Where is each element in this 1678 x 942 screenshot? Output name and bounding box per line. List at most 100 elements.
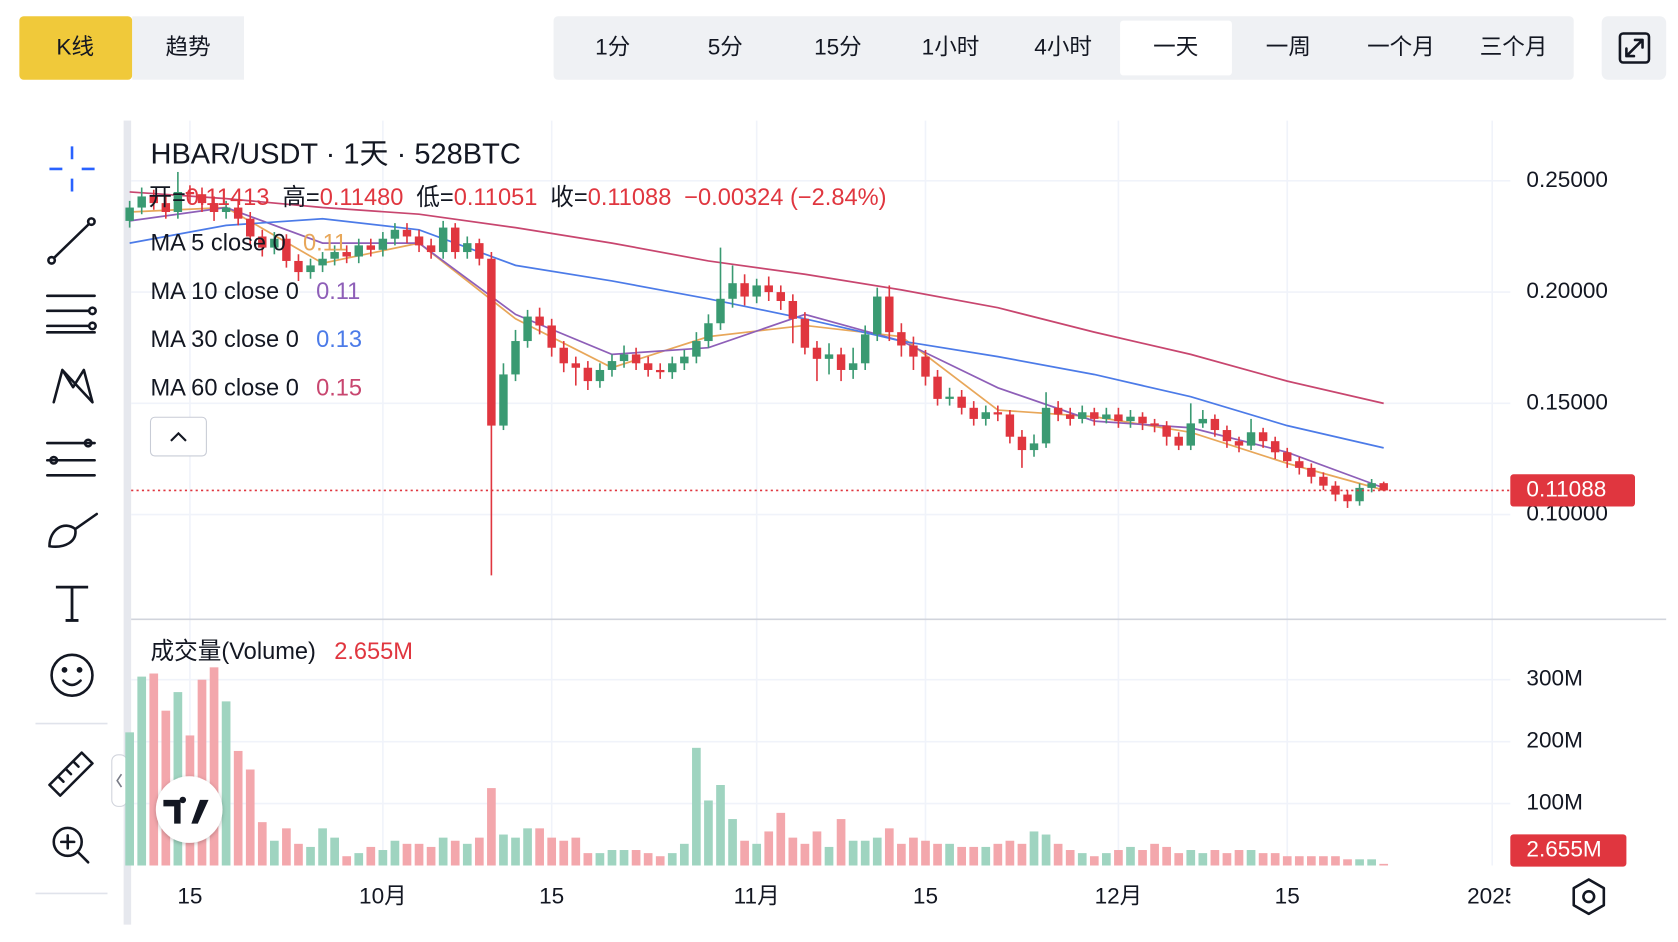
volume-bar bbox=[535, 828, 544, 866]
crosshair-tool[interactable] bbox=[49, 146, 95, 192]
mode-button[interactable] bbox=[132, 16, 245, 80]
fib-tool[interactable] bbox=[46, 294, 97, 334]
mode-button-active[interactable] bbox=[19, 16, 133, 80]
volume-bar bbox=[752, 843, 762, 866]
interval-label: 一个月 bbox=[1367, 35, 1435, 60]
volume-bar bbox=[716, 784, 725, 866]
candle-body bbox=[246, 218, 255, 237]
legend-entry: MA 10 close 0 bbox=[150, 279, 298, 305]
volume-bar bbox=[511, 837, 520, 866]
volume-bar bbox=[1270, 853, 1280, 866]
last-volume-label: 2.655M bbox=[1526, 836, 1601, 861]
volume-bar bbox=[354, 853, 364, 866]
volume-bar bbox=[1210, 850, 1220, 866]
pattern-tool[interactable] bbox=[52, 368, 94, 404]
candle-body bbox=[1210, 418, 1220, 431]
last-price-tag bbox=[1510, 474, 1636, 507]
candle-body bbox=[692, 341, 701, 357]
legend-value: 0.13 bbox=[316, 327, 362, 353]
candle-body bbox=[1102, 414, 1111, 419]
volume-bar bbox=[450, 840, 460, 866]
collapse-handle[interactable] bbox=[111, 754, 128, 807]
candle-body bbox=[1198, 418, 1208, 424]
volume-bar bbox=[1089, 856, 1099, 866]
candle-body bbox=[885, 296, 894, 333]
candle-body bbox=[860, 334, 870, 364]
volume-bar bbox=[945, 843, 954, 866]
candle-body bbox=[1138, 416, 1147, 424]
volume-bar bbox=[125, 732, 134, 866]
candle-body bbox=[897, 332, 906, 346]
candle-body bbox=[704, 323, 713, 342]
candle-body bbox=[631, 354, 641, 364]
candle-body bbox=[523, 316, 532, 342]
interval-active[interactable] bbox=[1120, 20, 1232, 76]
interval-label: 一周 bbox=[1266, 35, 1311, 60]
volume-bar bbox=[679, 843, 689, 866]
zoom-tool[interactable] bbox=[52, 826, 90, 864]
ohlc-value: 0.11413 bbox=[186, 185, 270, 211]
volume-bar bbox=[812, 831, 822, 866]
candle-body bbox=[619, 354, 629, 362]
emoji-tool[interactable] bbox=[50, 653, 94, 697]
candle-body bbox=[643, 363, 653, 370]
candle-body bbox=[1114, 414, 1123, 422]
drawing-tools bbox=[35, 146, 108, 895]
x-tick-label: 11月 bbox=[734, 884, 780, 909]
candle-body bbox=[438, 227, 448, 253]
settings-icon[interactable] bbox=[1572, 878, 1606, 916]
volume-bar bbox=[1114, 850, 1123, 866]
volume-bar bbox=[221, 701, 231, 866]
x-tick-label: 15 bbox=[177, 884, 202, 909]
volume-bar bbox=[1102, 853, 1111, 866]
volume-bar bbox=[1234, 850, 1244, 866]
volume-bar bbox=[209, 667, 219, 866]
ohlc-value: 0.11088 bbox=[588, 185, 672, 211]
candle-body bbox=[655, 369, 665, 373]
candle-body bbox=[330, 252, 339, 259]
volume-bar bbox=[619, 850, 629, 866]
candle-body bbox=[487, 258, 496, 426]
text-tool[interactable] bbox=[55, 585, 89, 622]
volume-bar bbox=[776, 812, 786, 866]
mode-label: 趋势 bbox=[166, 35, 211, 60]
ruler-tool[interactable] bbox=[48, 751, 94, 797]
volume-bar bbox=[1174, 853, 1184, 866]
candle-body bbox=[270, 238, 279, 248]
volume-bar bbox=[860, 840, 870, 866]
volume-bar bbox=[306, 846, 315, 866]
volume-bar bbox=[969, 846, 979, 866]
legend-toggle[interactable] bbox=[149, 416, 207, 457]
candle-body bbox=[137, 196, 146, 208]
volume-bar bbox=[981, 846, 991, 866]
y-tick-label: 200M bbox=[1526, 728, 1582, 753]
candle-body bbox=[1150, 423, 1159, 426]
candle-body bbox=[475, 243, 484, 259]
brush-tool[interactable] bbox=[48, 512, 99, 548]
volume-bar bbox=[909, 837, 918, 866]
line-tool[interactable] bbox=[47, 217, 96, 265]
candle-body bbox=[1029, 443, 1039, 451]
candle-body bbox=[788, 301, 798, 319]
volume-bar bbox=[1319, 856, 1328, 866]
candle-body bbox=[1053, 407, 1063, 415]
volume-bar bbox=[1379, 863, 1389, 866]
volume-bar bbox=[1367, 859, 1376, 866]
volume-bar bbox=[607, 850, 617, 866]
change-value: −0.00324 (−2.84%) bbox=[684, 185, 886, 211]
volume-bar bbox=[1198, 853, 1208, 866]
candle-body bbox=[1186, 423, 1195, 446]
volume-bar bbox=[1126, 846, 1135, 866]
ohlc-value: 0.11480 bbox=[320, 185, 404, 211]
candle-body bbox=[607, 361, 617, 370]
candle-body bbox=[197, 194, 207, 204]
candle-body bbox=[161, 203, 171, 213]
volume-bar bbox=[197, 679, 207, 866]
ohlc-key: 高= bbox=[282, 184, 319, 211]
candle-body bbox=[873, 296, 882, 335]
x-tick-label: 2025 bbox=[1467, 884, 1517, 909]
volume-bar bbox=[692, 747, 701, 866]
projection-tool[interactable] bbox=[46, 438, 96, 477]
interval-bar bbox=[553, 16, 1574, 80]
